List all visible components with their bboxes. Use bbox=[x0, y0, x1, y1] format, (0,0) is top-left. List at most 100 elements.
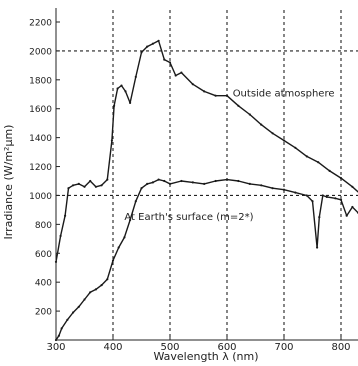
series-0-point bbox=[191, 83, 194, 86]
series-1-point bbox=[168, 182, 172, 185]
series-0-point bbox=[129, 101, 132, 104]
series-1-point bbox=[248, 182, 251, 185]
series-0-point bbox=[305, 155, 308, 158]
x-tick-label-800: 800 bbox=[331, 342, 350, 353]
tick-labels: 300 400 500 600 700 800 200 400 600 800 1000 1200 14… bbox=[29, 19, 350, 354]
series-0-point bbox=[339, 177, 343, 180]
x-tick-label-400: 400 bbox=[103, 342, 122, 353]
x-tick-label-600: 600 bbox=[217, 342, 236, 353]
series-0-point bbox=[77, 182, 80, 185]
series-0-point bbox=[174, 74, 177, 77]
series-0-point bbox=[89, 179, 92, 183]
series-0-point bbox=[248, 113, 251, 116]
series-0-point bbox=[140, 51, 143, 54]
y-tick-label-2000: 2000 bbox=[29, 47, 52, 57]
y-tick-label-1800: 1800 bbox=[29, 76, 52, 86]
series-0-point bbox=[83, 185, 86, 188]
series-1-point bbox=[180, 179, 183, 183]
series-0-point bbox=[214, 94, 217, 97]
y-tick-label-400: 400 bbox=[35, 279, 52, 289]
y-tick-label-600: 600 bbox=[35, 250, 52, 260]
series-1-point bbox=[294, 191, 297, 194]
annotation-1: At Earth's surface (m=2*) bbox=[124, 212, 253, 223]
series-0-point bbox=[294, 146, 297, 149]
x-tick-label-500: 500 bbox=[160, 342, 179, 353]
series-1-point bbox=[282, 188, 286, 191]
y-tick-label-800: 800 bbox=[35, 221, 52, 231]
series-1-point bbox=[134, 200, 137, 203]
series-1-point bbox=[334, 197, 337, 200]
series-1-point bbox=[305, 194, 308, 197]
x-tick-label-700: 700 bbox=[274, 342, 293, 353]
series-1-point bbox=[83, 298, 86, 301]
series-1-point bbox=[325, 195, 328, 198]
series-0-point bbox=[180, 71, 183, 74]
series-1-point bbox=[203, 182, 206, 185]
series-0-point bbox=[271, 132, 274, 135]
series-1-point bbox=[77, 305, 80, 308]
series-0-point bbox=[282, 139, 286, 142]
series-1-point bbox=[339, 198, 343, 201]
series-1-point bbox=[321, 194, 324, 197]
x-tick-label-300: 300 bbox=[46, 342, 65, 353]
series-0-point bbox=[151, 42, 154, 45]
series-0-point bbox=[168, 61, 172, 64]
series-1-point bbox=[316, 246, 319, 249]
reference-lines bbox=[56, 10, 358, 340]
series-1-point bbox=[345, 214, 348, 217]
series-0-point bbox=[94, 185, 97, 188]
series-0-point bbox=[203, 90, 206, 93]
series-0-point bbox=[260, 123, 263, 126]
series-0-point bbox=[163, 58, 166, 61]
series-1-point bbox=[214, 179, 217, 183]
series-1-point bbox=[311, 200, 314, 203]
axes bbox=[55, 8, 358, 341]
series-0-point bbox=[59, 234, 62, 237]
series-1-point bbox=[129, 218, 132, 222]
series-1-point bbox=[151, 181, 154, 184]
series-1-point bbox=[123, 236, 126, 239]
series-1-point bbox=[225, 178, 229, 181]
series-lines bbox=[54, 39, 358, 342]
series-0-point bbox=[225, 94, 229, 97]
series-0-point bbox=[124, 90, 127, 93]
series-1-point bbox=[89, 291, 92, 294]
series-0-point bbox=[100, 184, 103, 187]
series-1-point bbox=[191, 181, 194, 184]
y-axis-label: Irradiance (W/m²µm) bbox=[2, 125, 15, 240]
annotation-0: Outside atmosphere bbox=[233, 88, 335, 99]
series-0-point bbox=[72, 184, 75, 187]
series-1-point bbox=[57, 334, 61, 337]
series-0-point bbox=[351, 185, 354, 188]
series-line-1 bbox=[55, 178, 358, 341]
series-0-point bbox=[157, 39, 160, 42]
series-1-point bbox=[60, 327, 63, 330]
series-0-point bbox=[110, 139, 113, 142]
series-0-point bbox=[328, 169, 331, 172]
series-0-point bbox=[116, 87, 119, 90]
series-1-point bbox=[146, 182, 149, 185]
y-tick-label-1600: 1600 bbox=[29, 105, 52, 115]
series-0-point bbox=[146, 45, 149, 48]
series-0-point bbox=[120, 84, 123, 87]
series-1-point bbox=[260, 184, 263, 187]
y-tick-label-200: 200 bbox=[35, 308, 52, 318]
series-1-point bbox=[271, 187, 274, 190]
series-0-point bbox=[64, 214, 67, 217]
series-1-point bbox=[72, 311, 75, 314]
series-1-point bbox=[318, 216, 321, 219]
series-0-point bbox=[237, 104, 240, 107]
series-0-point bbox=[106, 178, 109, 181]
series-1-point bbox=[163, 179, 166, 183]
series-line-0 bbox=[55, 40, 358, 263]
series-1-point bbox=[157, 178, 160, 181]
series-0-point bbox=[134, 75, 137, 78]
series-1-point bbox=[237, 179, 240, 183]
series-1-point bbox=[100, 284, 103, 287]
y-tick-label-1000: 1000 bbox=[29, 192, 52, 202]
series-1-point bbox=[117, 246, 120, 249]
y-tick-label-1400: 1400 bbox=[29, 134, 52, 144]
annotations: Outside atmosphere At Earth's surface (m=… bbox=[124, 88, 334, 223]
series-1-point bbox=[351, 205, 354, 209]
